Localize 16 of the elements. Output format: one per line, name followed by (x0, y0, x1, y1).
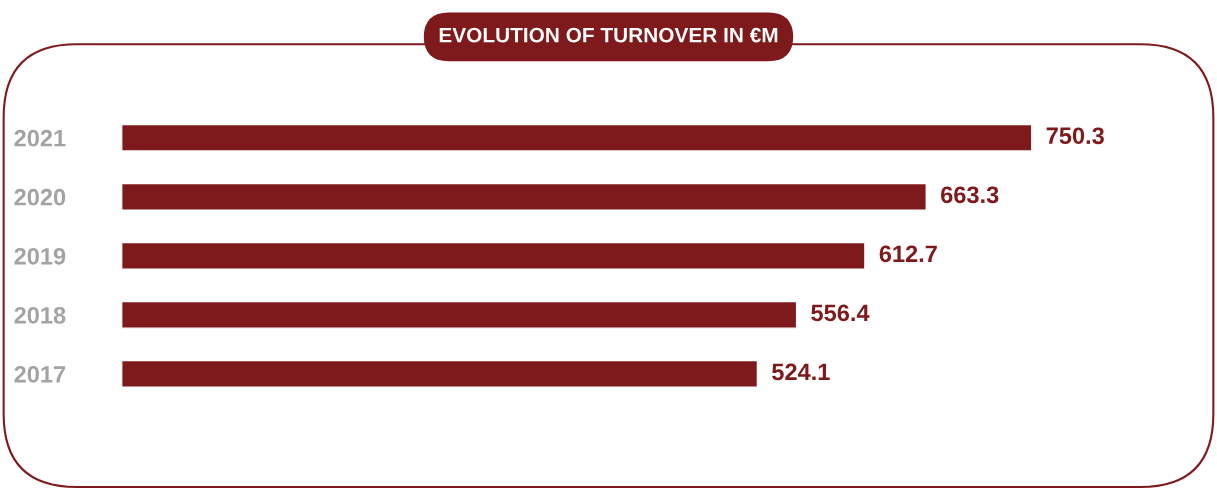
y-tick-label: 2019 (14, 247, 66, 265)
data-label: 556.4 (811, 304, 870, 322)
y-tick-label: 2018 (14, 306, 66, 324)
bar (121, 359, 759, 388)
data-label: 524.1 (772, 363, 830, 381)
data-label: 750.3 (1046, 127, 1104, 145)
bar (121, 300, 798, 329)
data-label: 612.7 (879, 245, 937, 263)
bar (121, 241, 866, 270)
y-tick-label: 2017 (14, 365, 66, 383)
data-label: 663.3 (941, 186, 999, 204)
y-tick-label: 2020 (14, 188, 66, 206)
chart-title: EVOLUTION OF TURNOVER IN €M (439, 27, 778, 43)
bar (121, 123, 1033, 152)
y-tick-label: 2021 (14, 129, 66, 147)
bar (121, 182, 927, 211)
